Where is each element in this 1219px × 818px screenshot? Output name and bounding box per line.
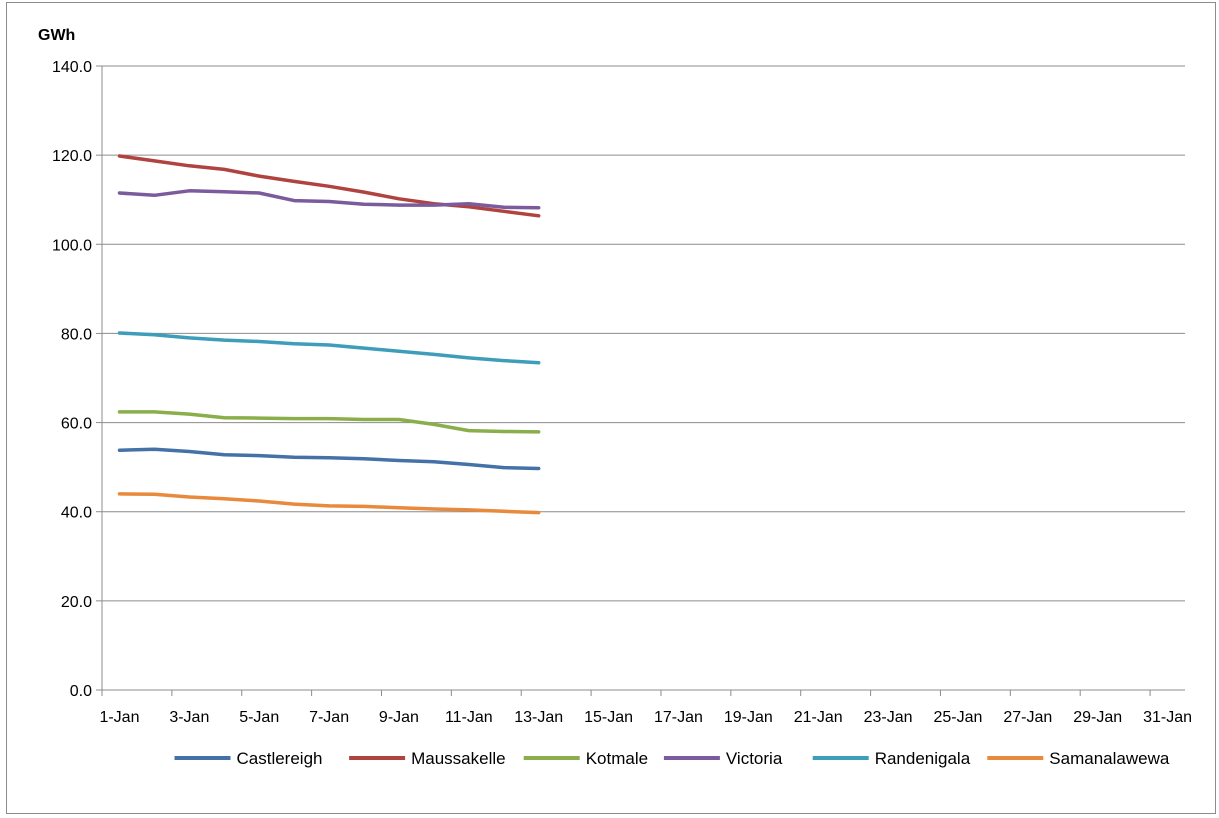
y-tick-label: 140.0 xyxy=(52,59,92,76)
y-tick-label: 60.0 xyxy=(61,416,92,433)
x-tick-label: 15-Jan xyxy=(584,709,633,726)
series-line-castlereigh xyxy=(117,447,541,471)
x-tick-label: 19-Jan xyxy=(724,709,773,726)
x-tick-label: 9-Jan xyxy=(379,709,419,726)
gridlines xyxy=(102,65,1185,602)
legend-label: Kotmale xyxy=(586,749,648,768)
legend-item-castlereigh: Castlereigh xyxy=(174,749,323,768)
series-line-maussakelle xyxy=(117,154,541,218)
axes xyxy=(96,65,1185,696)
y-tick-label: 80.0 xyxy=(61,326,92,343)
y-tick-label: 100.0 xyxy=(52,237,92,254)
legend-label: Randenigala xyxy=(875,749,971,768)
x-tick-label: 29-Jan xyxy=(1073,709,1122,726)
x-tick-label: 5-Jan xyxy=(239,709,279,726)
series-line-kotmale xyxy=(117,410,541,434)
legend-label: Castlereigh xyxy=(237,749,323,768)
series-line-samanalawewa xyxy=(117,492,541,515)
legend-label: Samanalawewa xyxy=(1049,749,1170,768)
series-line-randenigala xyxy=(117,331,541,365)
legend-item-kotmale: Kotmale xyxy=(523,749,648,768)
y-tick-labels: 0.0 20.0 40.0 60.0 80.0 100.0 120.0 140.0 xyxy=(52,59,92,700)
legend-label: Victoria xyxy=(726,749,783,768)
x-tick-label: 21-Jan xyxy=(794,709,843,726)
x-tick-label: 27-Jan xyxy=(1003,709,1052,726)
legend-item-samanalawewa: Samanalawewa xyxy=(987,749,1170,768)
legend-item-randenigala: Randenigala xyxy=(812,749,971,768)
y-tick-label: 0.0 xyxy=(70,683,92,700)
x-tick-label: 13-Jan xyxy=(514,709,563,726)
legend-item-victoria: Victoria xyxy=(663,749,783,768)
x-tick-label: 25-Jan xyxy=(933,709,982,726)
x-tick-label: 3-Jan xyxy=(169,709,209,726)
x-tick-label: 31-Jan xyxy=(1143,709,1192,726)
x-tick-label: 23-Jan xyxy=(864,709,913,726)
y-tick-label: 20.0 xyxy=(61,594,92,611)
y-tick-label: 120.0 xyxy=(52,148,92,165)
y-tick-label: 40.0 xyxy=(61,505,92,522)
legend-label: Maussakelle xyxy=(411,749,506,768)
series-lines xyxy=(117,154,541,515)
legend-item-maussakelle: Maussakelle xyxy=(349,749,506,768)
chart-frame xyxy=(6,2,1216,814)
y-axis-unit-label: GWh xyxy=(38,27,75,44)
legend: Castlereigh Maussakelle Kotmale Victoria Ran… xyxy=(174,749,1170,768)
x-tick-label: 1-Jan xyxy=(99,709,139,726)
x-tick-labels: 1-Jan 3-Jan 5-Jan 7-Jan 9-Jan 11-Jan 13-Jan 15-… xyxy=(99,709,1192,726)
series-line-victoria xyxy=(117,189,541,210)
x-tick-label: 11-Jan xyxy=(445,709,493,726)
x-tick-label: 7-Jan xyxy=(309,709,349,726)
x-tick-label: 17-Jan xyxy=(654,709,703,726)
